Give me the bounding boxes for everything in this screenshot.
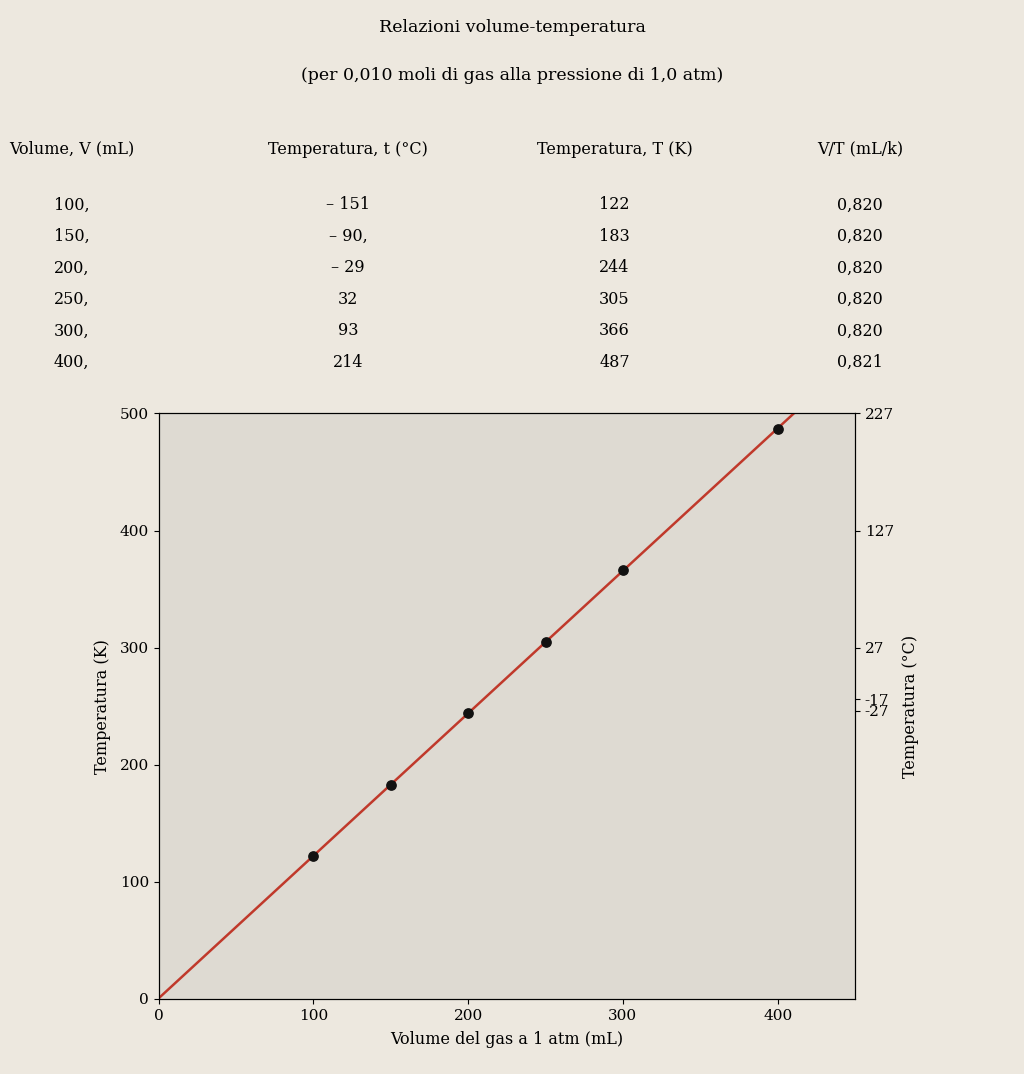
Text: – 90,: – 90, [329, 228, 368, 245]
Point [460, 705, 476, 722]
Text: Volume, V (mL): Volume, V (mL) [9, 141, 134, 158]
Text: 0,820: 0,820 [838, 259, 883, 276]
Text: – 151: – 151 [327, 197, 370, 214]
Text: 200,: 200, [54, 259, 89, 276]
Text: 122: 122 [599, 197, 630, 214]
Text: V/T (mL/k): V/T (mL/k) [817, 141, 903, 158]
Text: 244: 244 [599, 259, 630, 276]
Text: 0,820: 0,820 [838, 291, 883, 308]
Text: 300,: 300, [54, 322, 89, 339]
Point [383, 777, 399, 794]
Text: 400,: 400, [54, 353, 89, 371]
Text: 0,821: 0,821 [838, 353, 883, 371]
Text: 32: 32 [338, 291, 358, 308]
Point [769, 420, 785, 437]
Y-axis label: Temperatura (°C): Temperatura (°C) [902, 635, 920, 778]
Text: 0,820: 0,820 [838, 197, 883, 214]
Text: 93: 93 [338, 322, 358, 339]
Y-axis label: Temperatura (K): Temperatura (K) [94, 639, 112, 773]
Point [614, 562, 631, 579]
Text: 305: 305 [599, 291, 630, 308]
Text: Relazioni volume-temperatura: Relazioni volume-temperatura [379, 18, 645, 35]
Text: 0,820: 0,820 [838, 228, 883, 245]
Text: 183: 183 [599, 228, 630, 245]
Text: – 29: – 29 [332, 259, 365, 276]
X-axis label: Volume del gas a 1 atm (mL): Volume del gas a 1 atm (mL) [390, 1031, 624, 1048]
Text: 100,: 100, [54, 197, 89, 214]
Text: (per 0,010 moli di gas alla pressione di 1,0 atm): (per 0,010 moli di gas alla pressione di… [301, 67, 723, 84]
Text: 366: 366 [599, 322, 630, 339]
Text: 214: 214 [333, 353, 364, 371]
Text: 0,820: 0,820 [838, 322, 883, 339]
Point [538, 634, 554, 651]
Text: 250,: 250, [54, 291, 89, 308]
Point [305, 847, 322, 865]
Text: 150,: 150, [54, 228, 89, 245]
Text: Temperatura, t (°C): Temperatura, t (°C) [268, 141, 428, 158]
Text: 487: 487 [599, 353, 630, 371]
Text: Temperatura, T (K): Temperatura, T (K) [537, 141, 692, 158]
